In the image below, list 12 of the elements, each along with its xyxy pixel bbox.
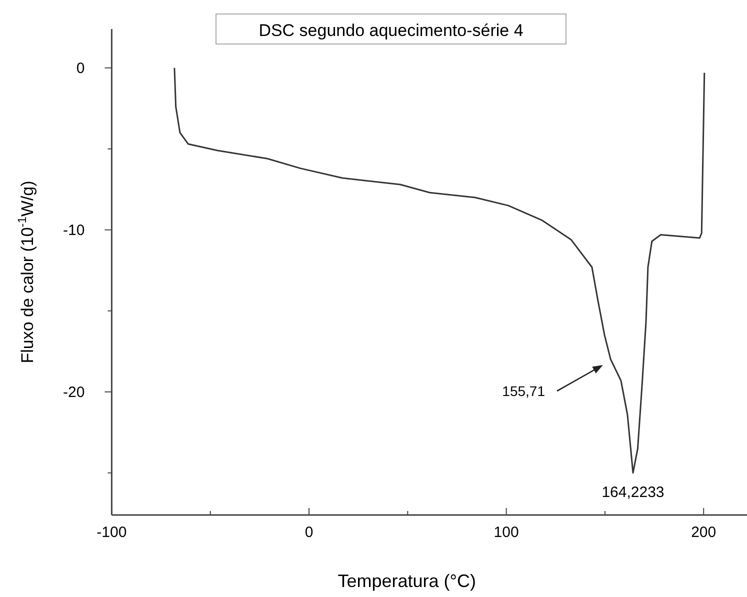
x-tick-label: -100 <box>96 524 127 541</box>
x-tick-label: 100 <box>494 524 519 541</box>
annotation: 155,71 <box>502 383 546 399</box>
line-series <box>174 67 706 474</box>
x-axis-title: Temperatura (°C) <box>338 571 476 591</box>
y-tick-label: -20 <box>63 384 85 401</box>
annotation: 164,2233 <box>602 484 664 501</box>
x-tick-label: 200 <box>691 524 716 541</box>
chart-title: DSC segundo aquecimento-série 4 <box>258 21 524 40</box>
x-tick-label: 0 <box>304 524 314 541</box>
y-tick-label: 0 <box>76 60 85 77</box>
y-tick-label: -10 <box>63 222 85 239</box>
